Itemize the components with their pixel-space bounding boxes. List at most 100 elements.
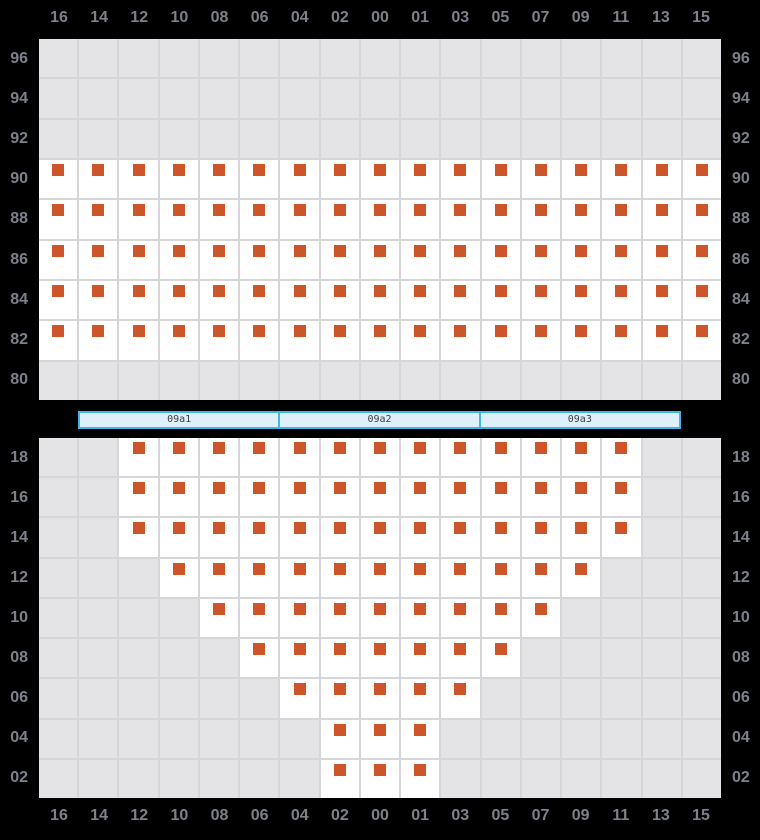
slot-90-11[interactable] [602,159,641,199]
slot-14-09[interactable] [562,518,601,557]
slot-18-02[interactable] [320,438,359,477]
slot-88-07[interactable] [521,200,561,239]
slot-08-03[interactable] [441,639,480,678]
slot-10-06[interactable] [240,598,279,638]
slot-86-14[interactable] [79,240,118,279]
slot-02-00[interactable] [360,759,400,798]
slot-14-08[interactable] [199,518,239,557]
slot-88-15[interactable] [682,200,721,239]
slot-84-09[interactable] [562,280,601,320]
slot-08-05[interactable] [481,639,520,678]
slot-86-06[interactable] [240,240,279,279]
slot-18-11[interactable] [602,438,641,477]
slot-82-01[interactable] [401,321,440,360]
slot-88-09[interactable] [562,200,601,239]
slot-08-02[interactable] [320,639,359,678]
slot-84-02[interactable] [320,280,359,320]
slot-86-13[interactable] [642,240,681,279]
slot-12-06[interactable] [240,558,279,597]
slot-08-04[interactable] [280,639,319,678]
slot-88-02[interactable] [320,200,359,239]
slot-88-13[interactable] [642,200,681,239]
slot-82-03[interactable] [441,321,480,360]
slot-84-16[interactable] [39,280,78,320]
slot-16-05[interactable] [481,478,520,517]
slot-10-01[interactable] [401,598,440,638]
slot-88-01[interactable] [401,200,440,239]
slot-12-08[interactable] [199,558,239,597]
slot-84-04[interactable] [280,280,319,320]
slot-18-03[interactable] [441,438,480,477]
slot-14-11[interactable] [602,518,641,557]
slot-12-07[interactable] [521,558,561,597]
slot-18-00[interactable] [360,438,400,477]
slot-14-06[interactable] [240,518,279,557]
slot-18-05[interactable] [481,438,520,477]
slot-06-02[interactable] [320,679,359,718]
slot-18-01[interactable] [401,438,440,477]
slot-16-10[interactable] [159,478,198,517]
slot-16-01[interactable] [401,478,440,517]
slot-16-06[interactable] [240,478,279,517]
slot-84-12[interactable] [119,280,158,320]
slot-14-10[interactable] [159,518,198,557]
slot-82-08[interactable] [199,321,239,360]
slot-82-16[interactable] [39,321,78,360]
slot-82-02[interactable] [320,321,359,360]
slot-82-06[interactable] [240,321,279,360]
slot-84-11[interactable] [602,280,641,320]
slot-08-06[interactable] [240,639,279,678]
slot-16-04[interactable] [280,478,319,517]
slot-10-00[interactable] [360,598,400,638]
slot-14-03[interactable] [441,518,480,557]
slot-86-02[interactable] [320,240,359,279]
slot-86-12[interactable] [119,240,158,279]
slot-14-00[interactable] [360,518,400,557]
slot-88-12[interactable] [119,200,158,239]
slot-18-06[interactable] [240,438,279,477]
slot-84-01[interactable] [401,280,440,320]
slot-88-10[interactable] [159,200,198,239]
slot-82-15[interactable] [682,321,721,360]
slot-90-16[interactable] [39,159,78,199]
slot-82-04[interactable] [280,321,319,360]
slot-88-00[interactable] [360,200,400,239]
slot-12-04[interactable] [280,558,319,597]
slot-86-10[interactable] [159,240,198,279]
slot-10-04[interactable] [280,598,319,638]
slot-14-02[interactable] [320,518,359,557]
slot-18-07[interactable] [521,438,561,477]
slot-10-08[interactable] [199,598,239,638]
slot-90-10[interactable] [159,159,198,199]
slot-14-12[interactable] [119,518,158,557]
slot-84-08[interactable] [199,280,239,320]
slot-12-00[interactable] [360,558,400,597]
slot-18-12[interactable] [119,438,158,477]
slot-86-05[interactable] [481,240,520,279]
slot-90-14[interactable] [79,159,118,199]
slot-08-01[interactable] [401,639,440,678]
slot-04-01[interactable] [401,719,440,758]
hatch-cover-09a1[interactable]: 09a1 [80,413,278,427]
slot-14-07[interactable] [521,518,561,557]
slot-86-00[interactable] [360,240,400,279]
slot-84-15[interactable] [682,280,721,320]
hatch-cover-09a3[interactable]: 09a3 [478,413,679,427]
slot-16-08[interactable] [199,478,239,517]
slot-86-08[interactable] [199,240,239,279]
slot-82-05[interactable] [481,321,520,360]
slot-86-15[interactable] [682,240,721,279]
slot-10-02[interactable] [320,598,359,638]
slot-88-03[interactable] [441,200,480,239]
slot-90-05[interactable] [481,159,520,199]
slot-16-03[interactable] [441,478,480,517]
slot-90-07[interactable] [521,159,561,199]
slot-12-03[interactable] [441,558,480,597]
slot-18-10[interactable] [159,438,198,477]
slot-86-03[interactable] [441,240,480,279]
slot-90-09[interactable] [562,159,601,199]
slot-84-07[interactable] [521,280,561,320]
slot-82-10[interactable] [159,321,198,360]
slot-14-01[interactable] [401,518,440,557]
slot-84-05[interactable] [481,280,520,320]
